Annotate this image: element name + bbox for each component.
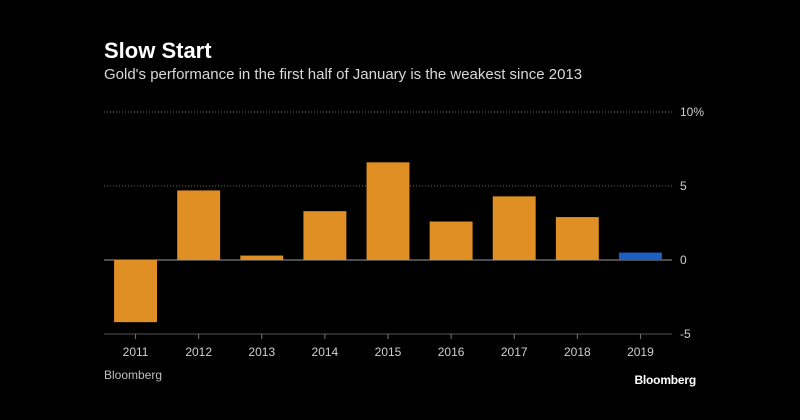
bar-2019: [618, 252, 662, 260]
x-tick-label: 2016: [438, 345, 465, 359]
y-tick-label: 0: [680, 253, 687, 267]
bar-2018: [555, 217, 599, 260]
page-subtitle: Gold's performance in the first half of …: [104, 66, 583, 83]
bar-2014: [303, 211, 347, 260]
y-tick-label: 10%: [680, 105, 704, 119]
x-tick-label: 2014: [312, 345, 339, 359]
source-label: Bloomberg: [104, 368, 163, 382]
x-tick-label: 2015: [375, 345, 402, 359]
bar-2016: [429, 221, 473, 260]
bar-2015: [366, 162, 410, 260]
x-tick-label: 2018: [564, 345, 591, 359]
bar-2013: [240, 255, 284, 260]
y-tick-label: 5: [680, 179, 687, 193]
x-tick-label: 2019: [627, 345, 654, 359]
page-title: Slow Start: [104, 38, 212, 63]
x-tick-label: 2017: [501, 345, 528, 359]
bloomberg-logo: Bloomberg: [634, 373, 696, 387]
bar-2012: [177, 190, 221, 260]
bar-2017: [492, 196, 536, 260]
x-tick-label: 2012: [185, 345, 212, 359]
x-tick-label: 2013: [248, 345, 275, 359]
y-tick-label: -5: [680, 327, 691, 341]
x-tick-label: 2011: [123, 345, 149, 359]
bar-2011: [114, 260, 158, 323]
